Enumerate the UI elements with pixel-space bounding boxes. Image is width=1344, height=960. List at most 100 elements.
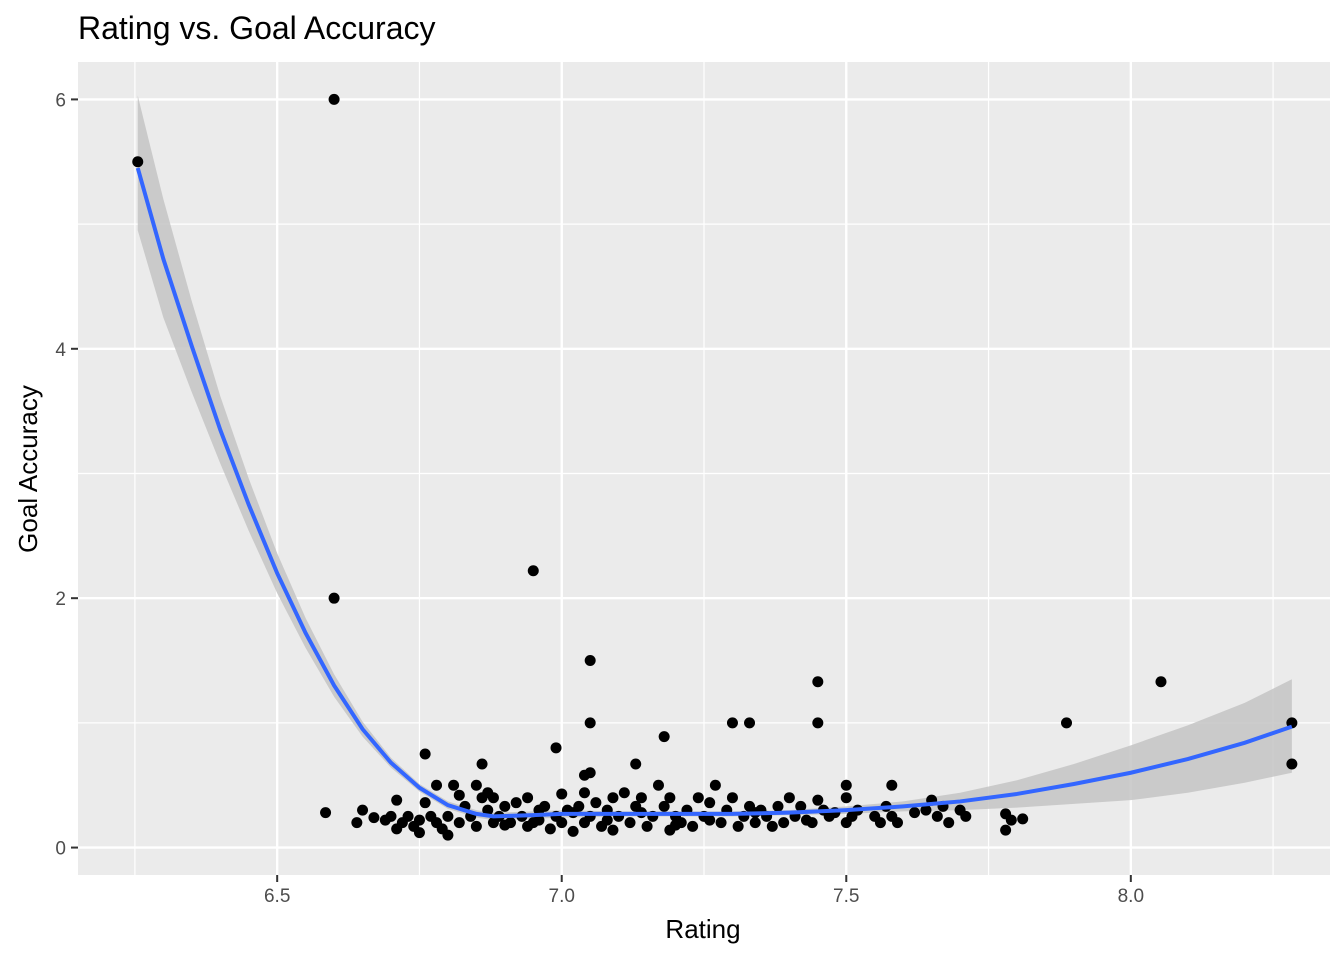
data-point xyxy=(487,792,499,804)
data-point xyxy=(601,814,613,826)
data-point xyxy=(920,804,932,816)
smooth-fit-line xyxy=(135,167,1293,819)
data-point xyxy=(385,810,397,822)
data-point xyxy=(550,742,562,754)
data-point xyxy=(442,810,454,822)
data-point xyxy=(624,817,636,829)
data-point xyxy=(470,779,482,791)
data-point xyxy=(795,800,807,812)
data-point xyxy=(635,792,647,804)
data-point xyxy=(1286,758,1298,770)
data-point xyxy=(812,676,824,688)
data-point xyxy=(539,800,551,812)
data-point xyxy=(1000,824,1012,836)
data-point xyxy=(431,779,443,791)
data-point xyxy=(1005,814,1017,826)
data-point xyxy=(618,787,630,799)
data-point xyxy=(533,814,545,826)
confidence-ribbon xyxy=(137,95,1292,821)
x-tick-label: 8.0 xyxy=(1118,886,1144,907)
data-point xyxy=(812,794,824,806)
x-tick-label: 7.0 xyxy=(549,886,575,907)
data-point xyxy=(806,817,818,829)
y-tick-label: 0 xyxy=(55,839,66,860)
data-point xyxy=(840,792,852,804)
data-point xyxy=(499,819,511,831)
data-point xyxy=(726,792,738,804)
axes: 6.5 7.0 7.5 8.0 0 2 4 6 xyxy=(55,90,1144,907)
data-point xyxy=(482,804,494,816)
y-axis-label: Goal Accuracy xyxy=(13,385,43,553)
y-tick-label: 2 xyxy=(55,589,66,610)
data-point xyxy=(413,814,425,826)
data-point xyxy=(709,779,721,791)
data-point xyxy=(391,794,403,806)
data-point xyxy=(652,779,664,791)
data-point xyxy=(510,797,522,809)
data-point xyxy=(658,731,670,743)
data-point xyxy=(1061,717,1073,729)
chart-title: Rating vs. Goal Accuracy xyxy=(78,10,436,46)
data-point xyxy=(556,817,568,829)
data-point xyxy=(909,807,921,819)
data-point xyxy=(704,814,716,826)
data-point xyxy=(630,758,642,770)
data-point xyxy=(320,807,332,819)
data-point xyxy=(886,779,898,791)
data-point xyxy=(132,156,144,168)
data-point xyxy=(840,779,852,791)
data-point xyxy=(453,789,465,801)
data-point xyxy=(590,797,602,809)
data-point xyxy=(567,825,579,837)
data-point xyxy=(749,817,761,829)
data-point xyxy=(1155,676,1167,688)
data-point xyxy=(544,823,556,835)
data-point xyxy=(812,717,824,729)
data-point xyxy=(641,820,653,832)
data-point xyxy=(1017,813,1029,825)
data-point xyxy=(607,792,619,804)
data-point xyxy=(499,800,511,812)
data-point xyxy=(874,817,886,829)
data-point xyxy=(607,824,619,836)
data-point xyxy=(578,787,590,799)
data-point xyxy=(470,820,482,832)
grid-lines xyxy=(78,62,1330,875)
data-point xyxy=(670,819,682,831)
data-point xyxy=(584,655,596,667)
data-point xyxy=(766,820,778,832)
x-axis-label: Rating xyxy=(665,914,740,944)
data-point xyxy=(664,792,676,804)
data-point xyxy=(726,717,738,729)
data-point xyxy=(368,812,380,824)
data-point xyxy=(960,810,972,822)
confidence-band xyxy=(137,95,1292,821)
data-point xyxy=(658,800,670,812)
data-point xyxy=(522,792,534,804)
data-point xyxy=(744,717,756,729)
data-point xyxy=(453,817,465,829)
data-point xyxy=(402,810,414,822)
data-point xyxy=(931,810,943,822)
data-point xyxy=(351,817,363,829)
data-point xyxy=(772,800,784,812)
x-tick-label: 7.5 xyxy=(833,886,859,907)
smooth-line xyxy=(135,167,1293,819)
data-point xyxy=(442,829,454,841)
data-point xyxy=(783,792,795,804)
data-point xyxy=(419,797,431,809)
data-point xyxy=(692,792,704,804)
data-point xyxy=(778,817,790,829)
data-point xyxy=(419,748,431,760)
data-point xyxy=(891,817,903,829)
data-point xyxy=(527,565,539,577)
data-point xyxy=(704,797,716,809)
data-point xyxy=(328,93,340,105)
data-point xyxy=(943,817,955,829)
data-point xyxy=(578,769,590,781)
y-tick-label: 6 xyxy=(55,90,66,111)
data-point xyxy=(687,820,699,832)
data-point xyxy=(448,779,460,791)
data-point xyxy=(413,827,425,839)
